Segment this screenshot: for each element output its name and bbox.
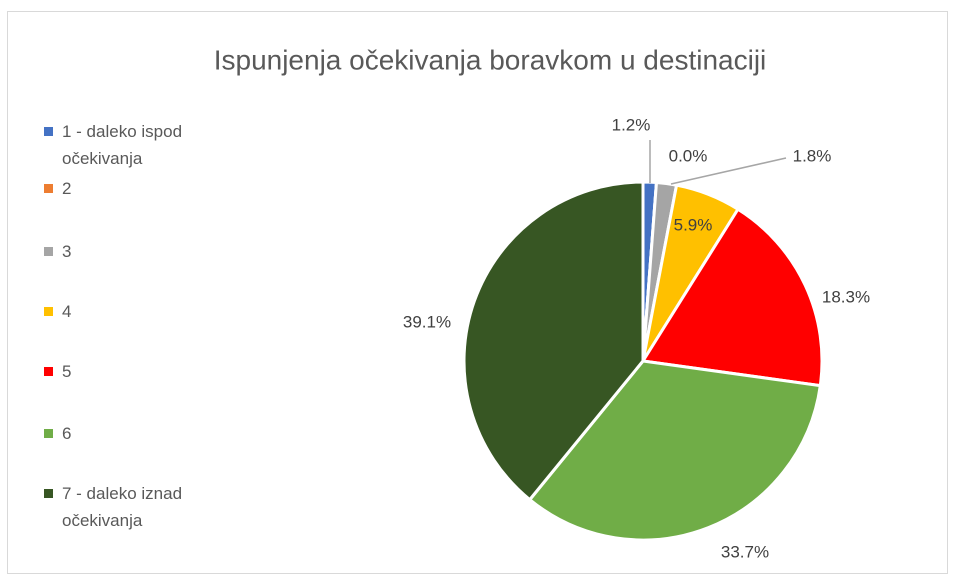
data-label: 1.8% xyxy=(793,146,832,165)
legend-swatch xyxy=(44,367,53,376)
legend-label: 5 xyxy=(62,362,72,381)
legend-swatch xyxy=(44,247,53,256)
data-label: 1.2% xyxy=(612,115,651,134)
legend-swatch xyxy=(44,307,53,316)
legend-item: 3 xyxy=(44,238,194,265)
legend-item: 1 - daleko ispod očekivanja xyxy=(44,118,194,172)
legend-item: 6 xyxy=(44,420,194,447)
legend-label: 7 - daleko iznad očekivanja xyxy=(62,484,183,530)
legend-item: 2 xyxy=(44,175,194,202)
legend-item: 4 xyxy=(44,298,194,325)
data-label: 39.1% xyxy=(403,312,451,331)
data-label: 5.9% xyxy=(674,215,713,234)
legend-swatch xyxy=(44,429,53,438)
data-label: 0.0% xyxy=(669,146,708,165)
legend-item: 7 - daleko iznad očekivanja xyxy=(44,480,194,534)
legend-label: 6 xyxy=(62,424,72,443)
pie-slice xyxy=(528,359,822,542)
legend-label: 1 - daleko ispod očekivanja xyxy=(62,122,183,168)
leader-line xyxy=(670,157,787,185)
legend-swatch xyxy=(44,489,53,498)
legend-label: 3 xyxy=(62,242,72,261)
legend-swatch xyxy=(44,127,53,136)
legend-swatch xyxy=(44,184,53,193)
legend-label: 4 xyxy=(62,302,72,321)
data-label: 33.7% xyxy=(721,542,769,561)
pie-slice xyxy=(462,180,645,502)
data-label: 18.3% xyxy=(822,287,870,306)
legend-item: 5 xyxy=(44,358,194,385)
chart-title: Ispunjenja očekivanja boravkom u destina… xyxy=(214,44,767,75)
legend-label: 2 xyxy=(62,179,72,198)
pie-slice xyxy=(641,207,824,388)
